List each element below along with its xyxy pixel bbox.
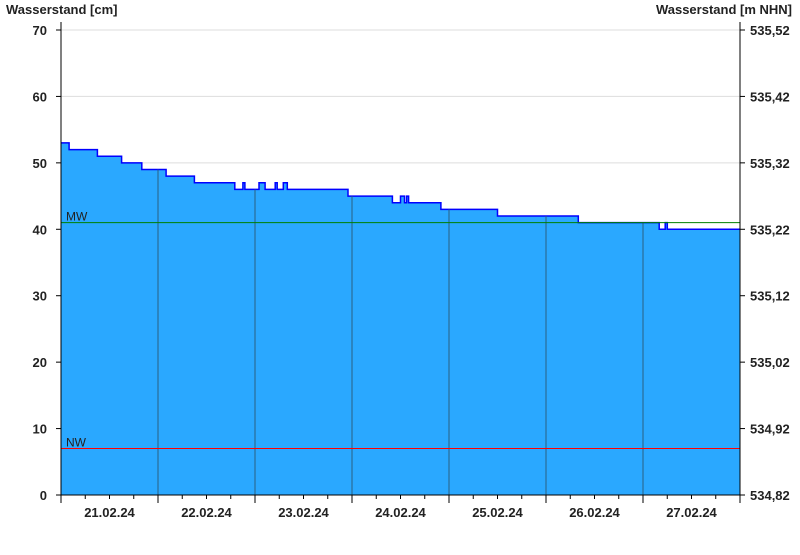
x-tick-label: 22.02.24	[181, 505, 232, 520]
series-area	[61, 142, 740, 495]
y-left-tick-label: 30	[33, 289, 47, 304]
x-tick-label: 24.02.24	[375, 505, 426, 520]
x-tick-label: 21.02.24	[84, 505, 135, 520]
y-left-tick-label: 50	[33, 156, 47, 171]
reference-label-mw: MW	[66, 210, 88, 224]
y-left-tick-label: 0	[40, 488, 47, 503]
y-axis-right-label: Wasserstand [m NHN]	[656, 2, 792, 17]
y-right-tick-label: 535,12	[750, 289, 790, 304]
y-right-tick-label: 535,42	[750, 89, 790, 104]
y-left-tick-label: 40	[33, 222, 47, 237]
x-tick-label: 23.02.24	[278, 505, 329, 520]
y-left-tick-label: 20	[33, 355, 47, 370]
y-right-tick-label: 535,02	[750, 355, 790, 370]
y-right-tick-label: 535,32	[750, 156, 790, 171]
y-left-tick-label: 10	[33, 422, 47, 437]
x-tick-label: 26.02.24	[569, 505, 620, 520]
x-tick-label: 27.02.24	[666, 505, 717, 520]
y-left-tick-label: 70	[33, 23, 47, 38]
series-fill	[61, 142, 740, 495]
reference-lines: MW NW	[61, 210, 740, 450]
y-axis-left-label: Wasserstand [cm]	[6, 2, 118, 17]
y-right-tick-label: 535,22	[750, 222, 790, 237]
x-tick-label: 25.02.24	[472, 505, 523, 520]
y-right-tick-label: 534,92	[750, 422, 790, 437]
series-line	[61, 142, 740, 231]
y-right-tick-label: 535,52	[750, 23, 790, 38]
y-right-tick-label: 534,82	[750, 488, 790, 503]
y-left-tick-label: 60	[33, 89, 47, 104]
axes: 0 534,82 10 534,92 20 535,02 30 535,12 40 535,22 5…	[33, 22, 790, 520]
reference-label-nw: NW	[66, 436, 87, 450]
